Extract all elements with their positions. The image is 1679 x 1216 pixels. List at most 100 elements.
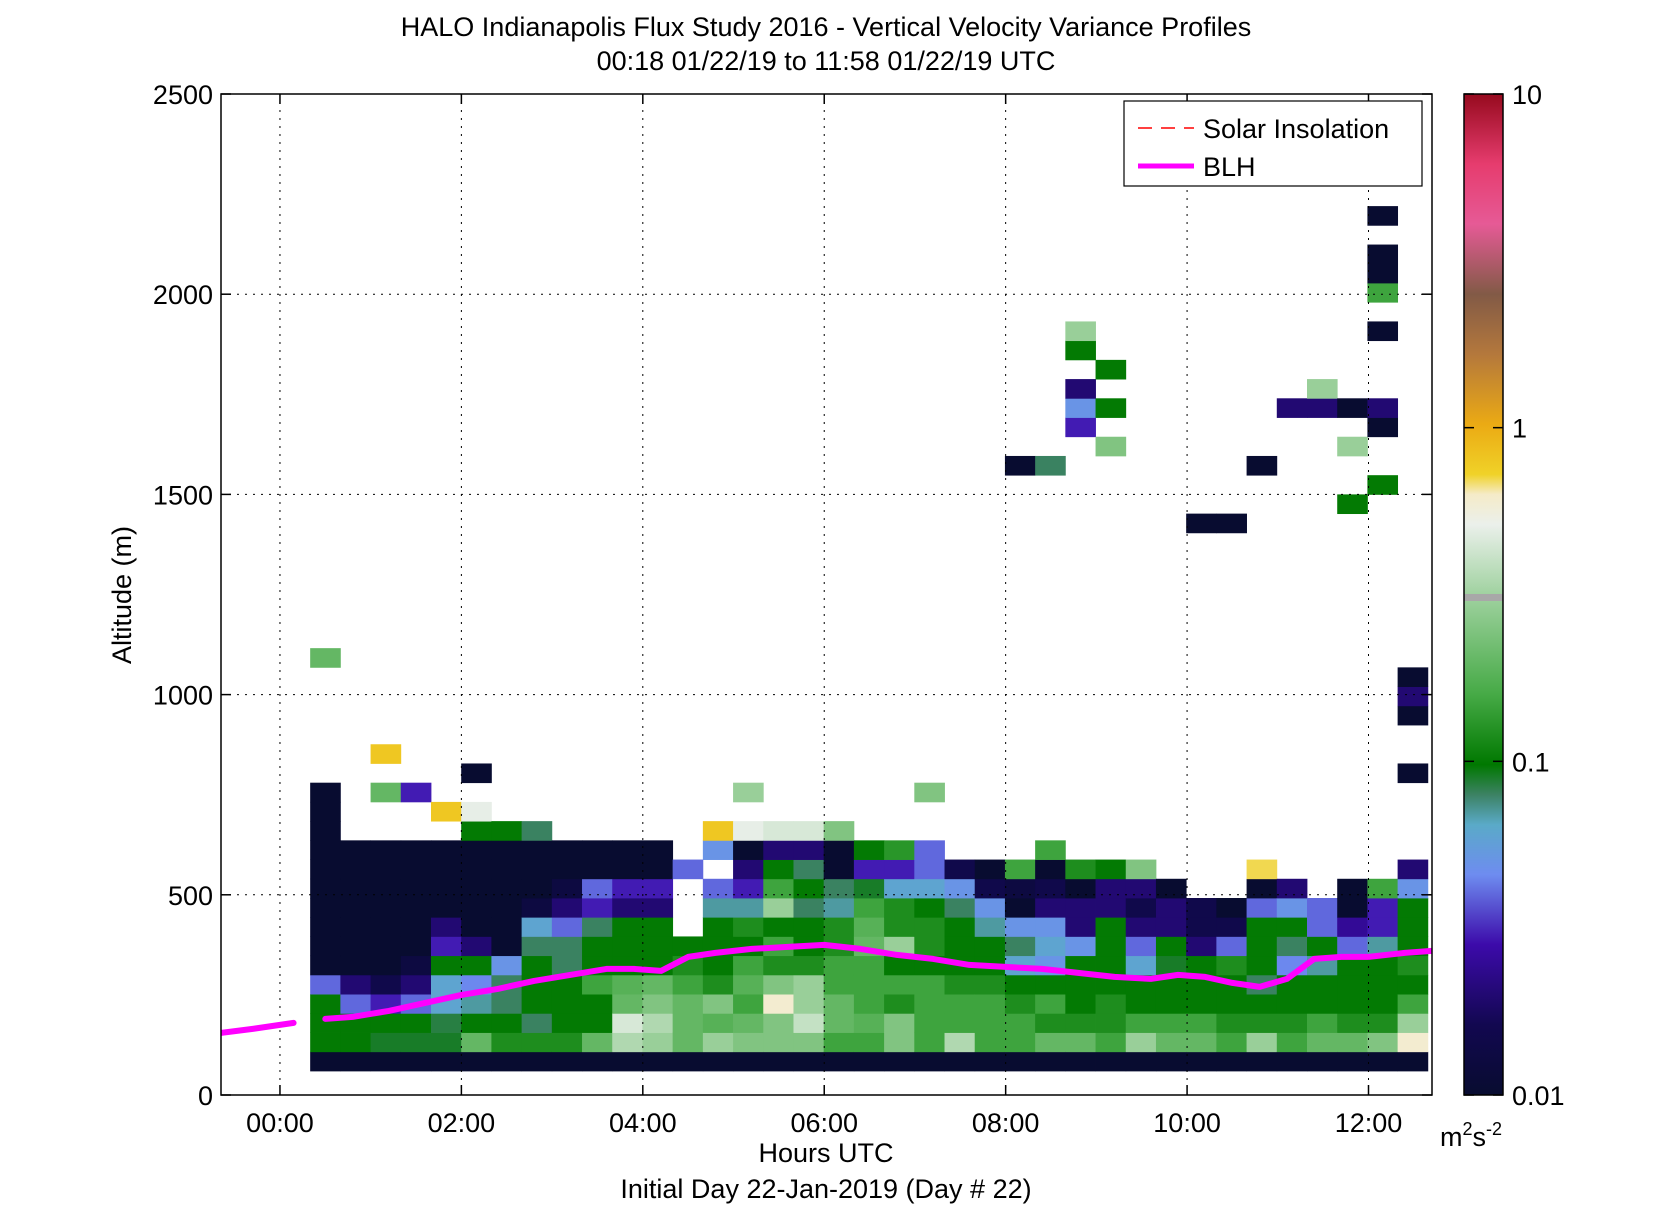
heatmap-cell	[370, 974, 402, 995]
heatmap-cell	[1065, 1051, 1096, 1072]
heatmap-cell	[431, 840, 462, 860]
heatmap-cell	[1216, 513, 1247, 534]
heatmap-cell	[733, 878, 764, 899]
heatmap-cell	[521, 878, 553, 899]
legend: Solar Insolation BLH	[1123, 100, 1423, 187]
heatmap-cell	[944, 1032, 976, 1053]
heatmap-cell	[733, 974, 764, 995]
heatmap-cell	[974, 1051, 1006, 1072]
heatmap-cell	[1246, 994, 1278, 1014]
heatmap-cell	[1004, 455, 1036, 476]
heatmap-cell	[1186, 1051, 1217, 1072]
heatmap-cell	[763, 840, 794, 860]
heatmap-cell	[944, 1013, 976, 1033]
x-axis: 00:00 02:00 04:00 06:00 08:00 10:00 12:00	[246, 94, 1402, 1138]
heatmap-cell	[1004, 859, 1036, 880]
heatmap-cell	[1035, 936, 1066, 957]
heatmap-cell	[1004, 936, 1036, 957]
heatmap-cell	[491, 994, 523, 1014]
heatmap-cell	[1337, 974, 1368, 995]
heatmap-cell	[1307, 1013, 1338, 1033]
chart-subtitle: 00:18 01/22/19 to 11:58 01/22/19 UTC	[597, 46, 1056, 76]
heatmap-cell	[1276, 1051, 1308, 1072]
heatmap-cell	[1367, 282, 1399, 303]
heatmap-cell	[1095, 1013, 1127, 1033]
heatmap-cell	[521, 1051, 553, 1072]
heatmap-cell	[521, 936, 553, 957]
heatmap-cell	[733, 1032, 764, 1053]
heatmap-cell	[612, 936, 643, 957]
heatmap-cell	[1276, 898, 1308, 918]
heatmap-cell	[370, 1032, 402, 1053]
y-tick-label: 2000	[153, 280, 213, 310]
heatmap-cell	[1337, 436, 1368, 457]
heatmap-cell	[672, 1051, 704, 1072]
heatmap-cell	[1397, 878, 1429, 899]
heatmap-cell	[582, 974, 613, 995]
heatmap-cell	[944, 859, 976, 880]
heatmap-cell	[1095, 1051, 1127, 1072]
heatmap-cell	[914, 898, 945, 918]
heatmap-cell	[1397, 859, 1429, 880]
heatmap-cell	[461, 994, 492, 1014]
heatmap-cell	[461, 898, 492, 918]
heatmap-cell	[400, 1032, 432, 1053]
heatmap-cell	[400, 955, 432, 976]
heatmap-cell	[1337, 398, 1368, 418]
heatmap-cell	[370, 1051, 402, 1072]
heatmap-cell	[400, 782, 432, 803]
x-axis-label: Hours UTC	[758, 1138, 893, 1168]
heatmap-cell	[1035, 1013, 1066, 1033]
heatmap-cell	[340, 878, 371, 899]
heatmap-cell	[1125, 1032, 1157, 1053]
heatmap-cell	[370, 955, 402, 976]
heatmap-cell	[1155, 917, 1187, 937]
heatmap-cell	[1397, 955, 1429, 976]
heatmap-cell	[1397, 686, 1429, 707]
heatmap-cell	[884, 1051, 915, 1072]
heatmap-cell	[370, 898, 402, 918]
heatmap-cell	[884, 974, 915, 995]
heatmap-cell	[1276, 1032, 1308, 1053]
heatmap-cell	[1065, 859, 1096, 880]
heatmap-cell	[974, 1013, 1006, 1033]
heatmap-cell	[582, 1013, 613, 1033]
heatmap-cell	[853, 840, 885, 860]
heatmap-cell	[461, 763, 492, 784]
heatmap-cell	[1065, 917, 1096, 937]
heatmap-cell	[1307, 1032, 1338, 1053]
heatmap-cell	[702, 1032, 734, 1053]
heatmap-cell	[1216, 1032, 1247, 1053]
heatmap-cell	[1307, 1051, 1338, 1072]
heatmap-cell	[612, 859, 643, 880]
heatmap-cell	[1035, 455, 1066, 476]
heatmap-cell	[612, 840, 643, 860]
heatmap-cell	[521, 859, 553, 880]
heatmap-cell	[702, 955, 734, 976]
heatmap-cell	[793, 994, 825, 1014]
heatmap-cell	[823, 994, 855, 1014]
heatmap-cell	[612, 1051, 643, 1072]
heatmap-cell	[1367, 398, 1399, 418]
heatmap-cell	[1367, 321, 1399, 342]
heatmap-cell	[1095, 436, 1127, 457]
heatmap-cell	[763, 878, 794, 899]
heatmap-cell	[763, 917, 794, 937]
heatmap-cell	[1276, 917, 1308, 937]
heatmap-cell	[310, 859, 341, 880]
heatmap-cell	[884, 878, 915, 899]
heatmap-cell	[461, 1013, 492, 1033]
heatmap-cell	[793, 917, 825, 937]
heatmap-cell	[1216, 917, 1247, 937]
heatmap-cell	[884, 917, 915, 937]
heatmap-cell	[823, 1013, 855, 1033]
heatmap-cell	[944, 994, 976, 1014]
heatmap-cell	[551, 898, 583, 918]
heatmap-cell	[370, 859, 402, 880]
heatmap-cell	[370, 936, 402, 957]
heatmap-cell	[914, 936, 945, 957]
heatmap-cell	[310, 898, 341, 918]
heatmap-cell	[340, 898, 371, 918]
heatmap-cell	[763, 821, 794, 841]
